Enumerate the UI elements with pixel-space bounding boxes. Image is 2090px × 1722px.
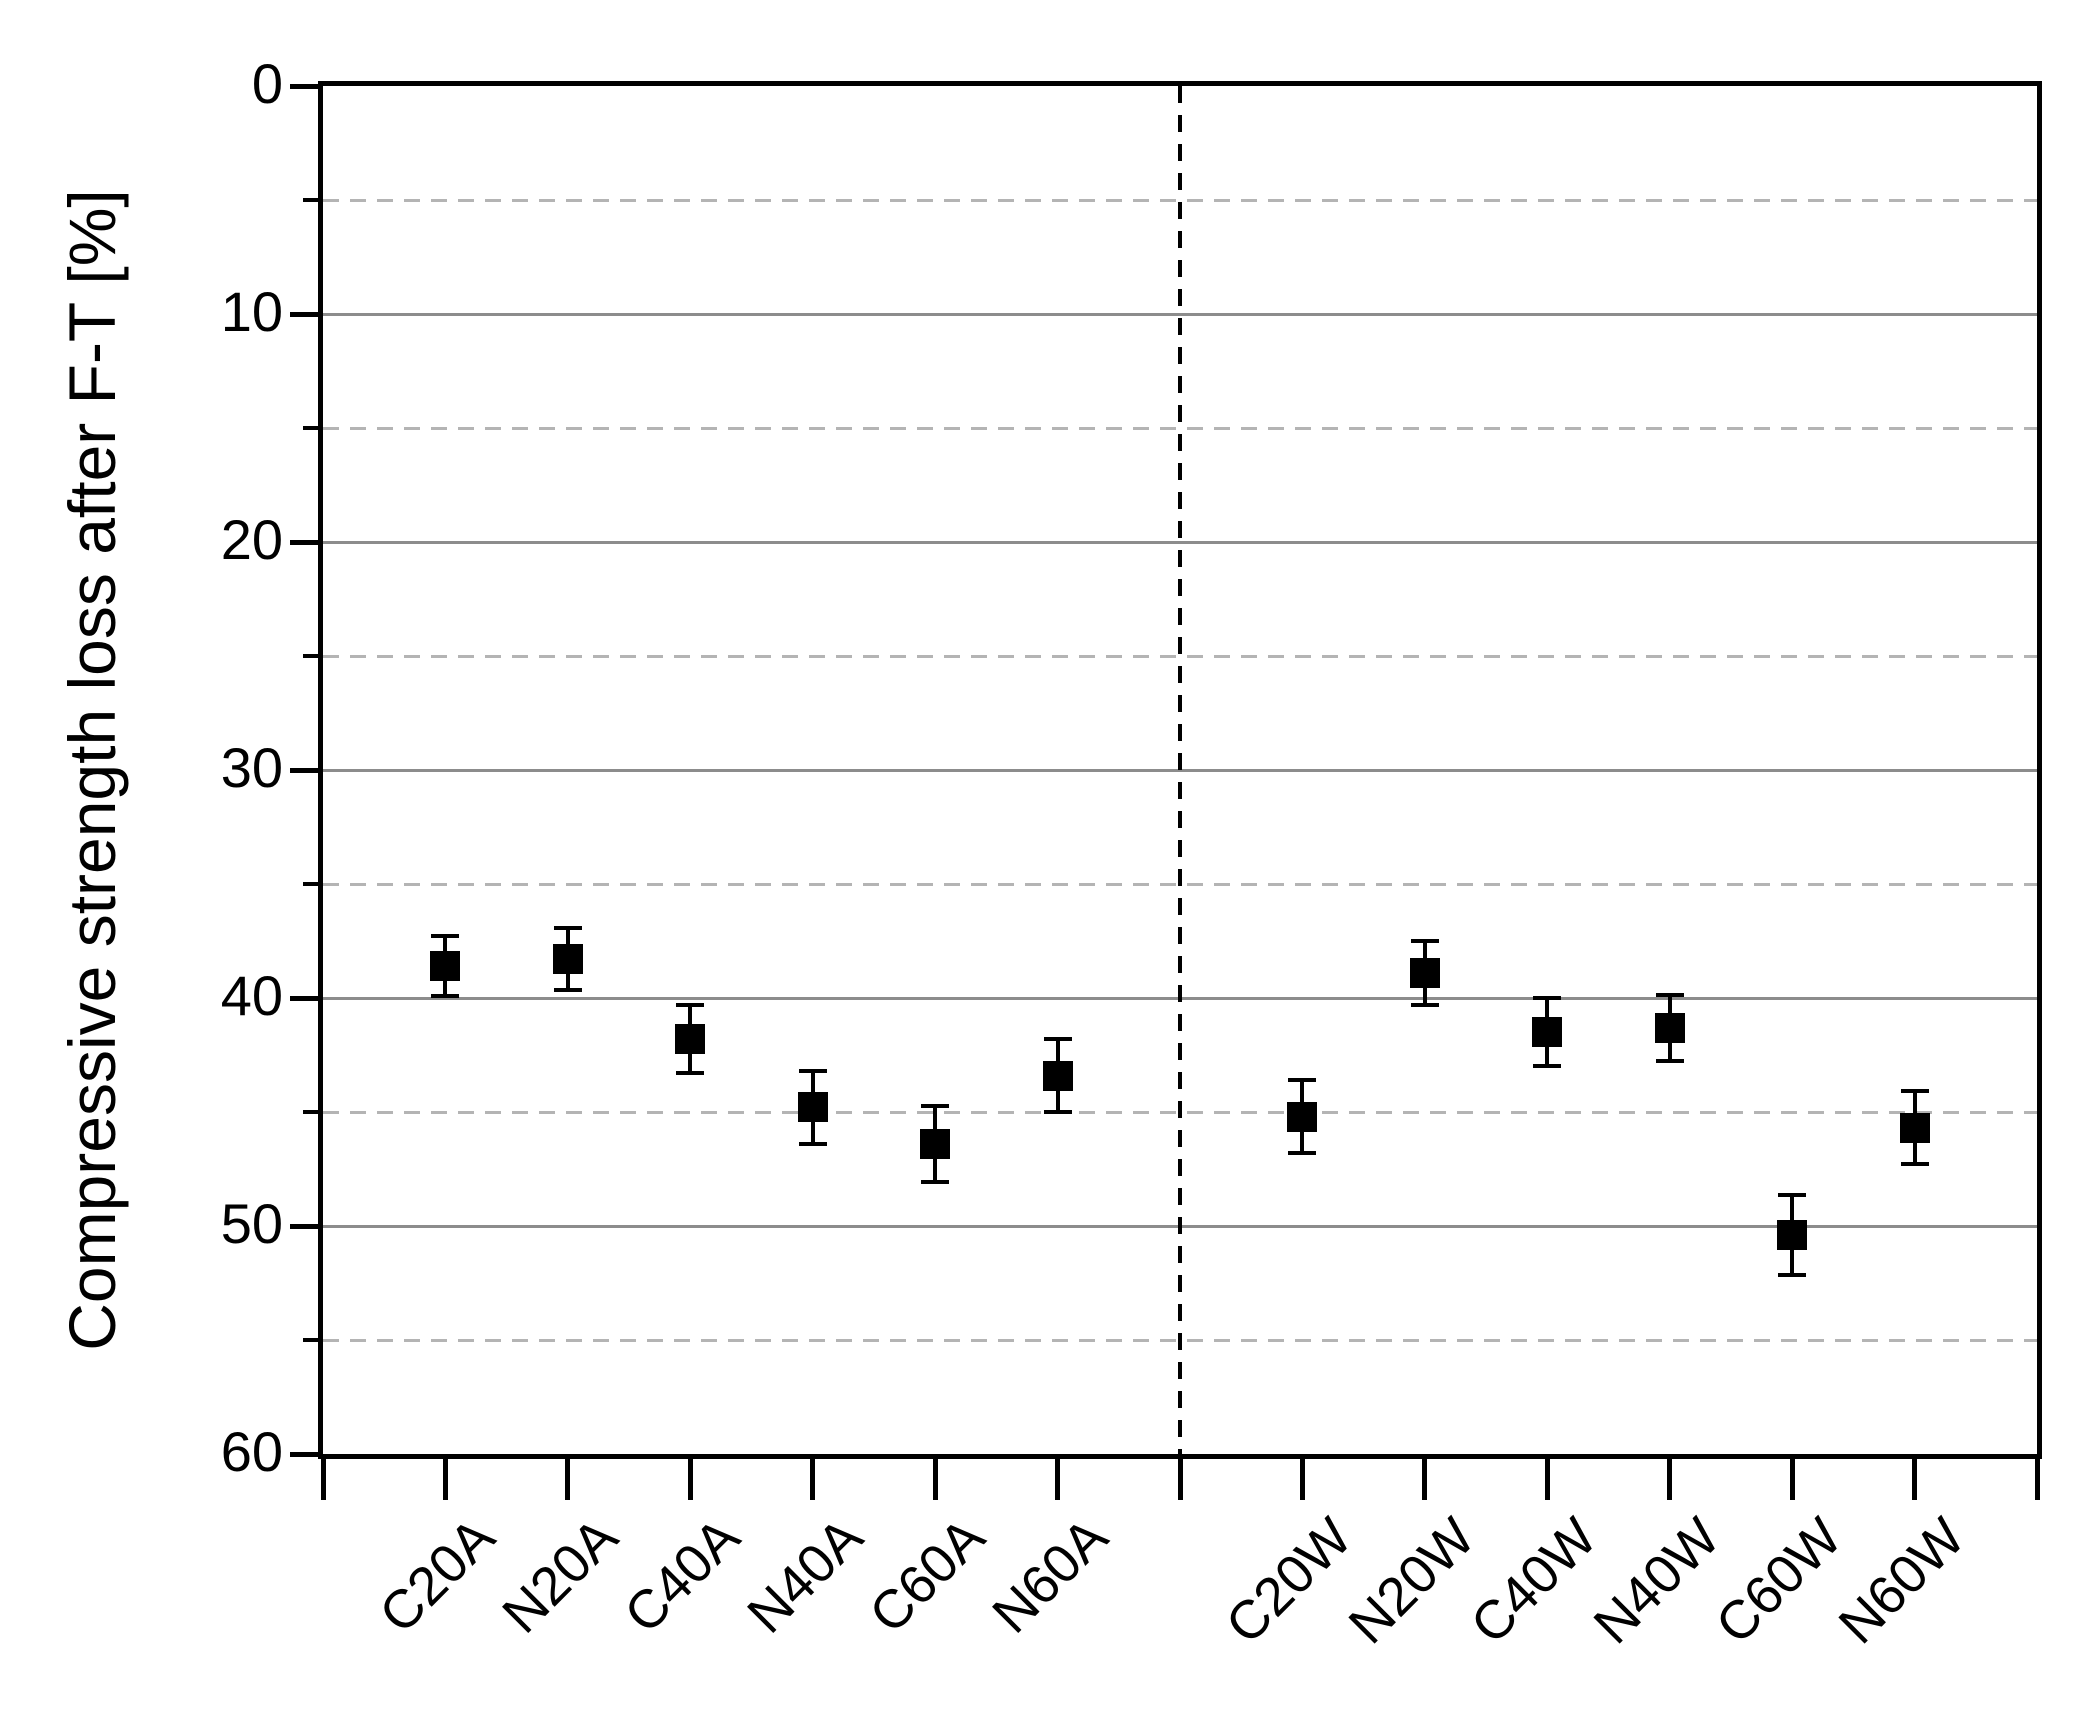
error-cap-top-C40A [676, 1002, 705, 1007]
x-tick-N60W [1912, 1454, 1918, 1500]
error-cap-bottom-C40W [1533, 1064, 1562, 1069]
x-tick-label-N20W: N20W [1337, 1506, 1486, 1656]
y-tick-label-60: 60 [220, 1420, 283, 1483]
x-tick-label-C40A: C40A [613, 1506, 752, 1645]
y-tick-label-10: 10 [220, 280, 283, 343]
error-cap-top-N20A [553, 926, 582, 931]
x-tick-C60W [1789, 1454, 1795, 1500]
y-major-tick-10 [290, 311, 318, 317]
error-cap-bottom-N20W [1410, 1002, 1439, 1007]
data-point-C40A [675, 1024, 706, 1055]
x-tick-label-C40W: C40W [1459, 1506, 1609, 1656]
error-cap-top-N20W [1410, 939, 1439, 943]
data-point-N40W [1654, 1012, 1685, 1043]
data-point-N20W [1409, 957, 1440, 988]
error-cap-bottom-C60A [921, 1179, 950, 1184]
error-cap-top-N60A [1043, 1037, 1072, 1042]
x-tick-divider [1177, 1454, 1183, 1500]
error-cap-bottom-N20A [553, 988, 582, 993]
x-tick-left-frame [320, 1454, 326, 1500]
error-cap-top-N40W [1655, 992, 1684, 997]
x-tick-N40A [810, 1454, 816, 1500]
x-tick-label-N40A: N40A [735, 1506, 874, 1645]
error-cap-top-C60A [921, 1104, 950, 1109]
x-tick-C20W [1299, 1454, 1305, 1500]
y-minor-tick-25 [303, 654, 318, 658]
error-cap-bottom-N40W [1655, 1058, 1684, 1063]
y-minor-tick-15 [303, 426, 318, 430]
data-point-N20A [552, 944, 583, 975]
y-major-tick-60 [290, 1451, 318, 1457]
data-point-C60A [920, 1128, 951, 1159]
plot-area: 0 10 20 30 40 50 60 C20A N20A C40A N40A C60A N60A C20… [221, 52, 2042, 1655]
y-tick-label-0: 0 [251, 52, 283, 115]
x-tick-C60A [932, 1454, 938, 1500]
data-point-N60W [1899, 1112, 1930, 1143]
error-cap-top-C20W [1288, 1078, 1317, 1083]
y-tick-label-30: 30 [220, 736, 283, 799]
x-tick-C40A [687, 1454, 693, 1500]
error-cap-bottom-C60W [1778, 1273, 1807, 1278]
x-tick-label-N60A: N60A [980, 1506, 1119, 1645]
y-minor-tick-55 [303, 1338, 318, 1342]
error-cap-top-N60W [1900, 1089, 1929, 1094]
y-major-tick-50 [290, 1223, 318, 1229]
y-tick-label-20: 20 [220, 508, 283, 571]
group-divider-line [1178, 86, 1182, 1454]
data-point-C20A [430, 951, 461, 982]
x-tick-right-frame [2034, 1454, 2040, 1500]
error-cap-top-C20A [431, 934, 460, 939]
x-tick-label-N20A: N20A [491, 1506, 629, 1645]
error-cap-bottom-N40A [798, 1141, 827, 1146]
y-tick-label-40: 40 [220, 964, 283, 1027]
error-cap-top-N40A [798, 1068, 827, 1073]
error-cap-bottom-C40A [676, 1071, 705, 1076]
x-tick-C40W [1544, 1454, 1550, 1500]
y-minor-tick-5 [303, 198, 318, 202]
error-cap-top-C40W [1533, 996, 1562, 1000]
y-major-tick-0 [290, 83, 318, 89]
error-cap-top-C60W [1778, 1193, 1807, 1198]
y-tick-label-50: 50 [220, 1192, 283, 1255]
y-major-tick-20 [290, 539, 318, 545]
x-tick-label-C60W: C60W [1704, 1506, 1854, 1656]
x-tick-label-C20A: C20A [368, 1506, 507, 1645]
y-minor-tick-35 [303, 882, 318, 886]
error-cap-bottom-N60W [1900, 1162, 1929, 1167]
data-point-N40A [797, 1092, 828, 1123]
data-point-C60W [1777, 1220, 1808, 1251]
y-major-tick-40 [290, 995, 318, 1001]
data-point-N60A [1042, 1060, 1073, 1091]
error-cap-bottom-C20A [431, 993, 460, 998]
y-major-tick-30 [290, 767, 318, 773]
x-tick-label-C60A: C60A [858, 1506, 997, 1645]
error-cap-bottom-N60A [1043, 1110, 1072, 1114]
error-cap-bottom-C20W [1288, 1151, 1317, 1156]
data-point-C40W [1532, 1017, 1563, 1048]
x-tick-N40W [1667, 1454, 1673, 1500]
x-tick-label-N60W: N60W [1827, 1506, 1976, 1656]
data-point-C20W [1287, 1101, 1318, 1132]
x-tick-N60A [1055, 1454, 1061, 1500]
x-tick-C20A [442, 1454, 448, 1500]
x-tick-N20W [1422, 1454, 1428, 1500]
x-tick-N20A [565, 1454, 571, 1500]
x-tick-label-C20W: C20W [1215, 1506, 1364, 1656]
y-minor-tick-45 [303, 1110, 318, 1114]
x-tick-label-N40W: N40W [1582, 1506, 1731, 1656]
